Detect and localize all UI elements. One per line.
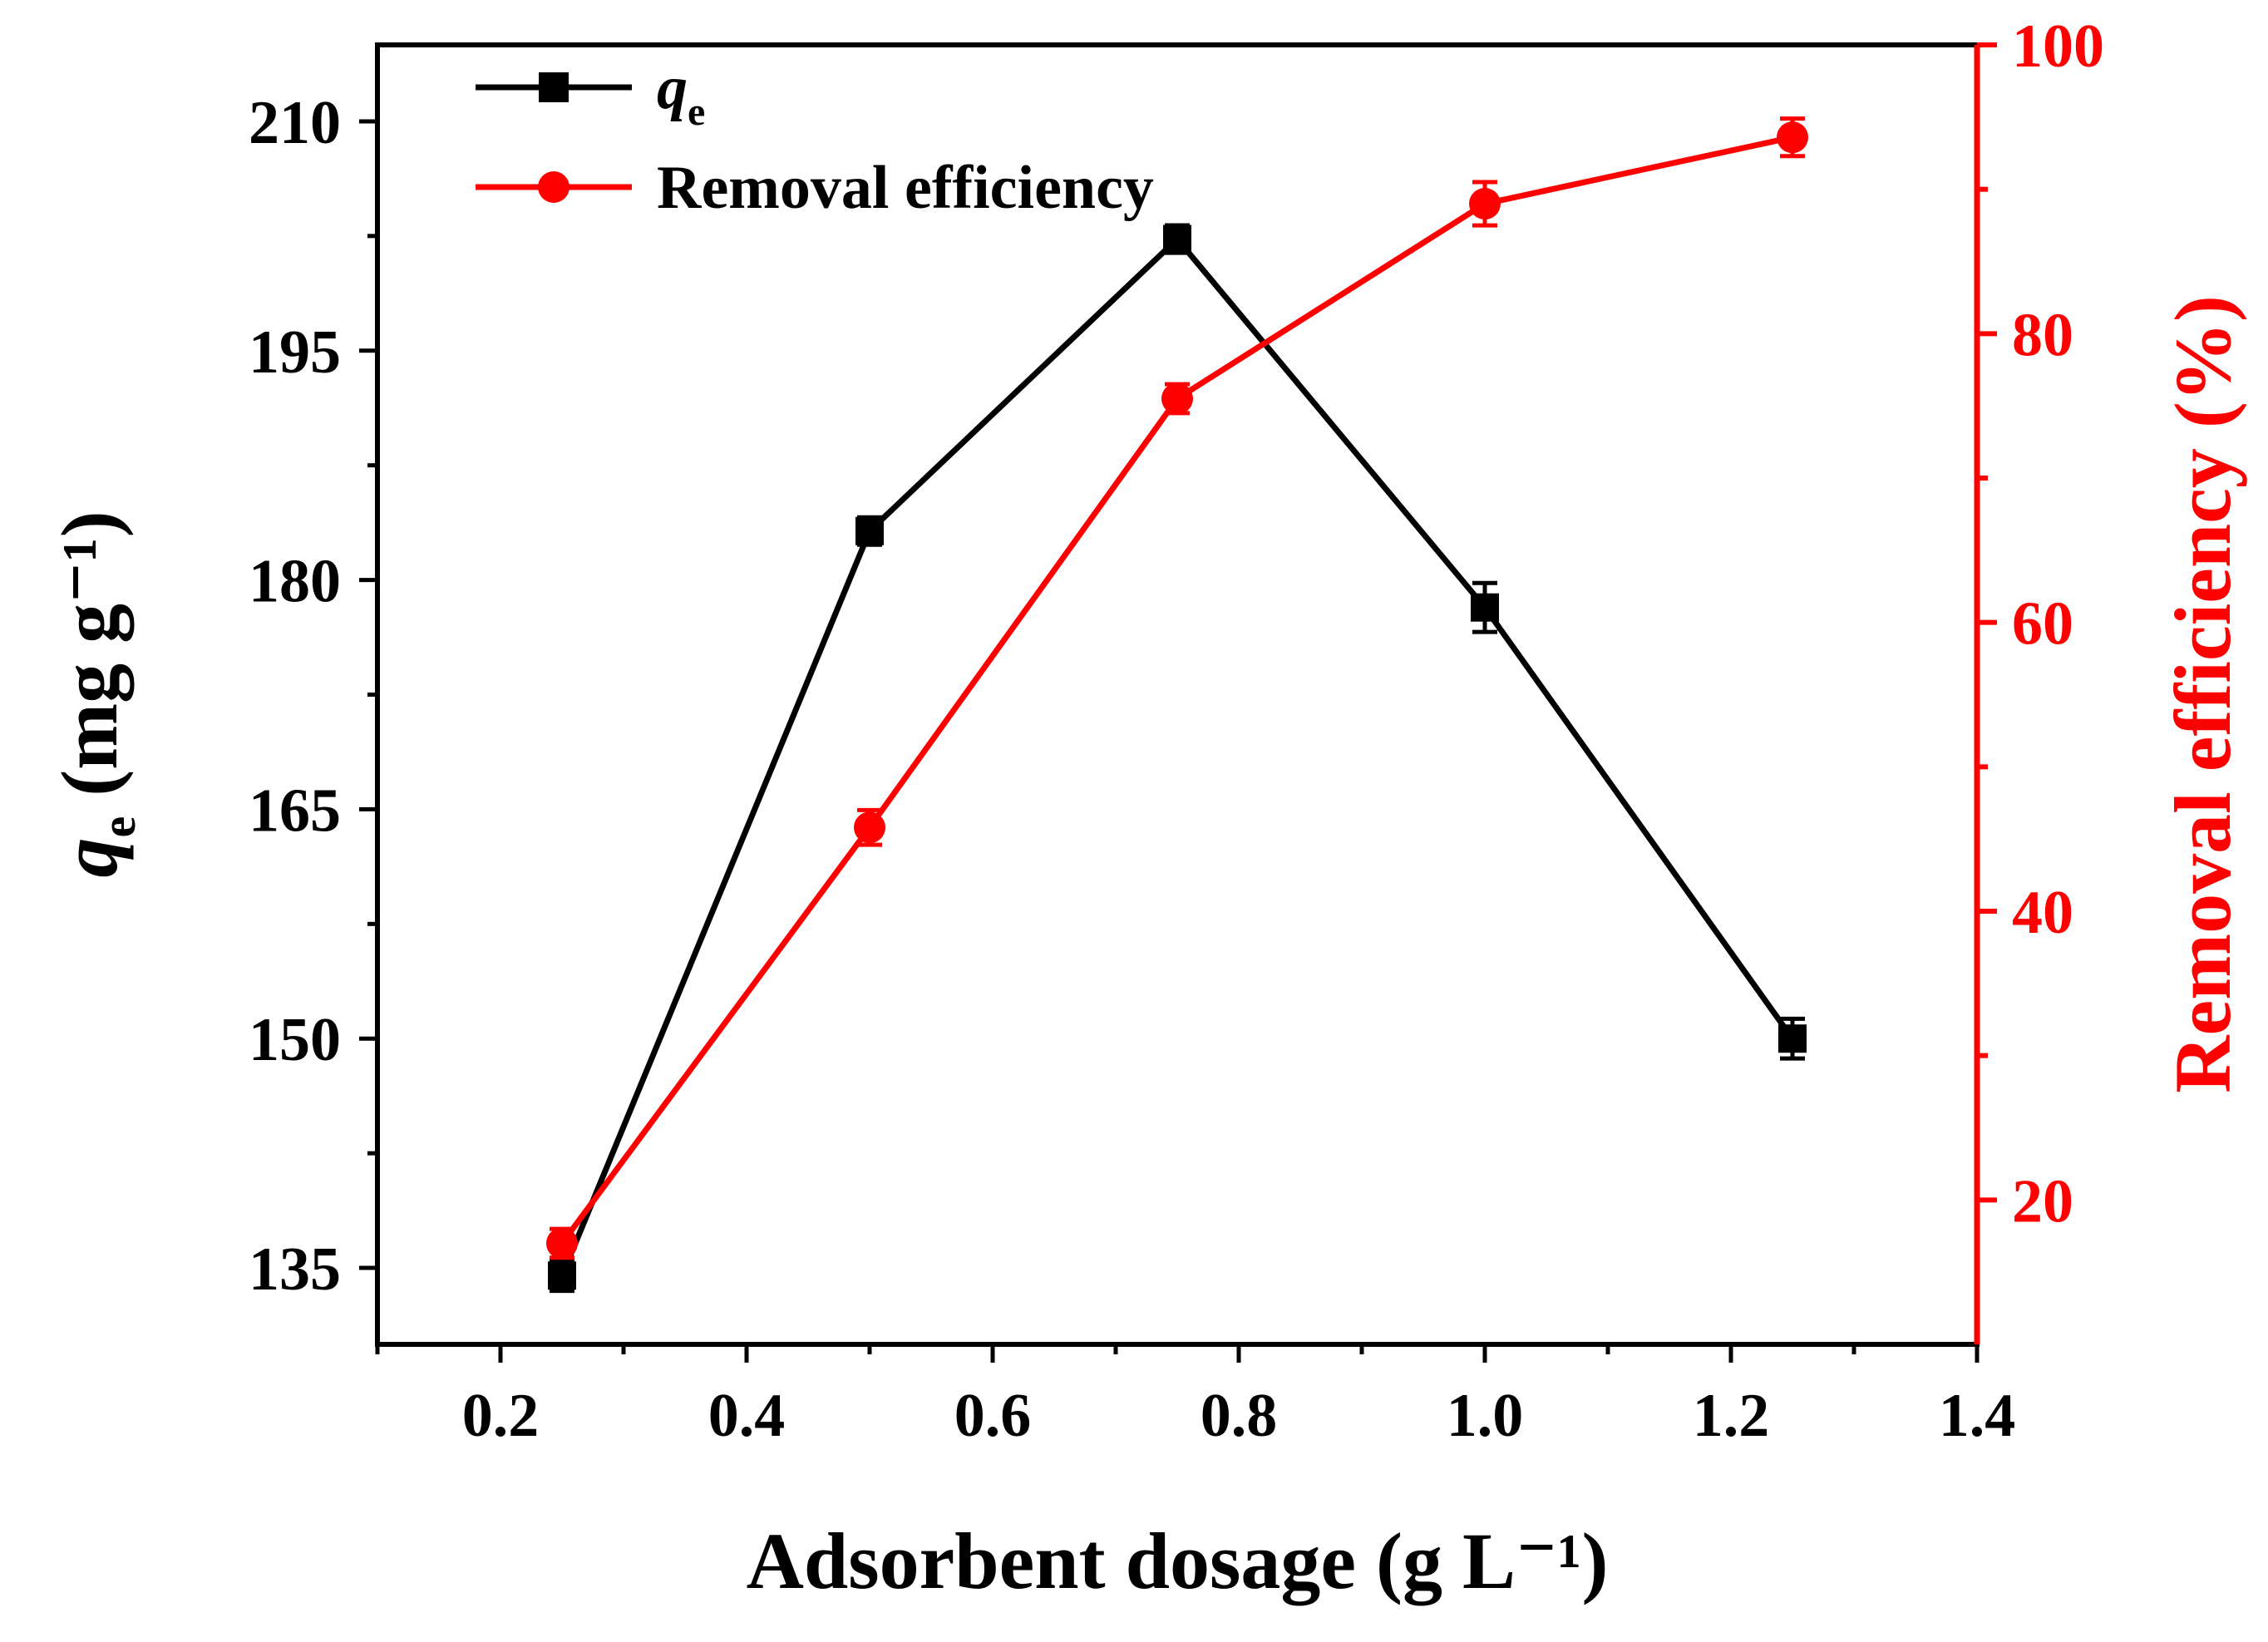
legend-label-qe: qe [657,54,705,134]
data-point-qe [1163,224,1191,254]
y-tick-label: 195 [249,318,341,387]
y-tick-label: 210 [249,89,341,157]
data-point-qe [1471,593,1499,622]
y-tick-label: 150 [249,1006,341,1074]
x-axis-title: Adsorbent dosage (g L⁻¹) [747,1516,1609,1605]
y-tick-label: 165 [249,777,341,845]
x-tick-label: 0.8 [1201,1382,1278,1450]
y-axis-title-q: q [45,838,134,878]
x-tick-label: 1.0 [1447,1382,1524,1450]
x-tick-label: 1.4 [1939,1382,2016,1450]
data-point-removal [1777,121,1808,154]
ticks-layer: 0.2 0.4 0.6 0.8 1.0 1.2 1.4 135 150 165 180 195 210 2… [249,12,2104,1450]
series-layer [546,116,1808,1294]
legend-label-qe-q: q [657,54,688,122]
y2-tick-label: 20 [2012,1167,2073,1235]
data-point-removal [1469,188,1501,220]
y-axis-title: qe (mg g⁻¹) [45,510,145,877]
y-tick-label: 135 [249,1235,341,1304]
data-point-removal [1161,382,1193,415]
data-point-qe [548,1261,576,1290]
data-point-qe [855,516,884,545]
x-tick-label: 0.6 [954,1382,1032,1450]
y2-tick-label: 80 [2012,301,2073,369]
y2-axis-title: Removal efficiency (%) [2158,295,2247,1093]
legend: qe Removal efficiency [476,54,1154,222]
legend-marker-removal [538,171,569,203]
y-axis-title-units: (mg g⁻¹) [45,510,134,816]
series-line-removal [560,134,1793,1245]
legend-marker-qe [539,72,569,102]
x-tick-label: 0.2 [462,1382,540,1450]
y-tick-label: 180 [249,548,341,616]
data-point-removal [854,811,885,844]
data-point-qe [1778,1024,1807,1053]
y2-tick-label: 60 [2012,590,2073,658]
y2-tick-label: 100 [2012,12,2104,81]
legend-label-qe-sub: e [688,90,705,134]
legend-label-removal: Removal efficiency [657,154,1154,222]
data-point-removal [546,1227,578,1260]
x-tick-label: 1.2 [1693,1382,1770,1450]
y2-tick-label: 40 [2012,879,2073,947]
x-tick-label: 0.4 [708,1382,786,1450]
y-axis-title-sub: e [91,816,145,838]
